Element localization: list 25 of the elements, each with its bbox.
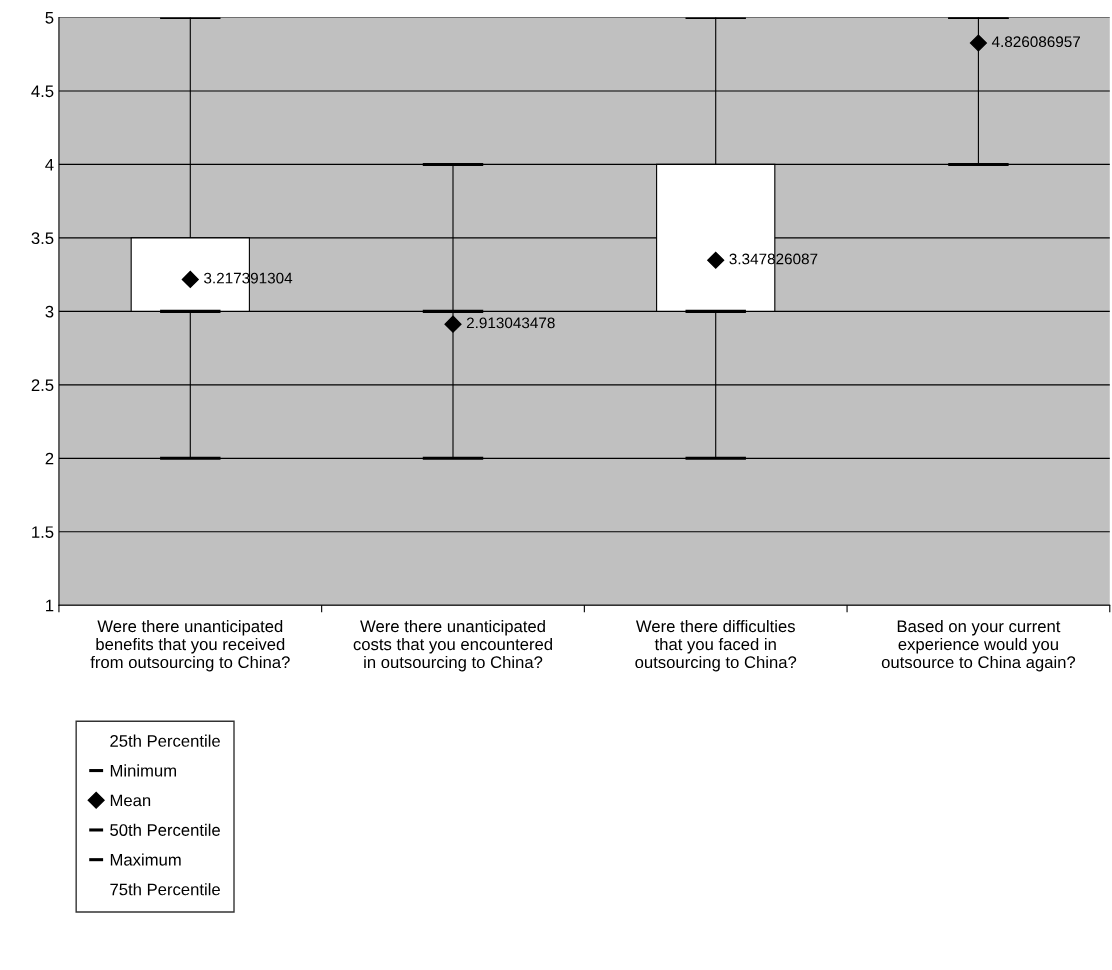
y-tick-label: 4 [45,158,54,171]
legend-label: Mean [110,794,151,807]
x-tick-label: Were there unanticipated benefits that you received from outsourcing to China? [90,619,290,672]
point [181,270,199,288]
text: 25th Percentile [110,734,220,747]
y-tick-label: 1.5 [32,526,54,539]
point [707,251,725,269]
x-tick-label: Were there unanticipated costs that you encountered in outsourcing to China? [353,619,552,672]
text: 75th Percentile [110,883,220,896]
y-tick-label: 3 [45,305,54,318]
x-tick-label: Based on your current experience would you outsource to China again? [881,619,1076,672]
point [969,34,987,52]
y-tick-label: 4.5 [31,85,54,98]
y-tick-label: 2.5 [31,379,54,392]
y-tick-label: 2 [45,452,54,465]
text: 50th Percentile [110,823,220,836]
data-label: 2.913043478 [466,317,555,329]
y-tick-label: 1 [46,599,54,612]
text: Maximum [110,853,181,866]
point [444,315,462,333]
y-tick-label: 3.5 [31,232,54,245]
y-tick-label: 5 [45,12,54,24]
x-tick-label: Were there difficulties that you faced in outsourcing to China? [635,619,797,672]
data-label: 4.826086957 [991,36,1080,48]
text: Minimum [110,764,176,777]
